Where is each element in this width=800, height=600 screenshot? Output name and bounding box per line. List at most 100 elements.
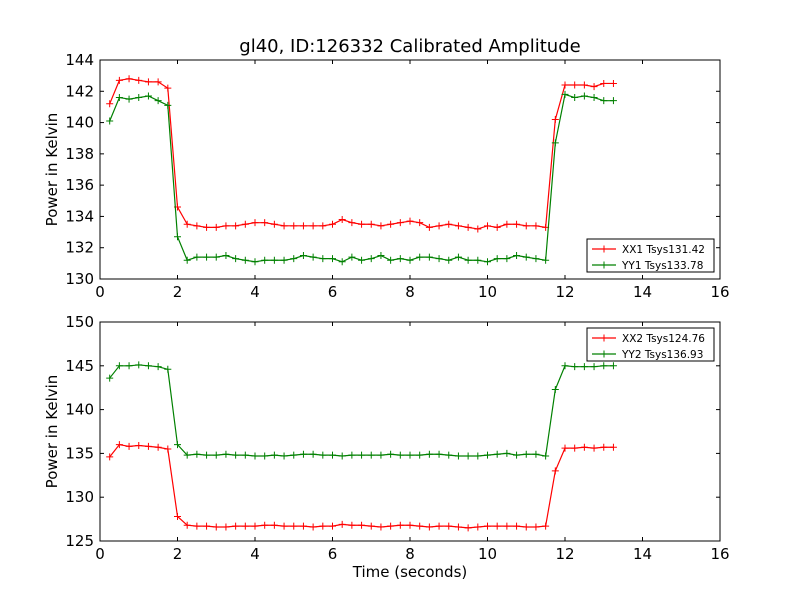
data-point <box>590 83 598 91</box>
data-point <box>348 521 356 529</box>
x-tick-label: 10 <box>478 545 497 563</box>
data-point <box>551 385 559 393</box>
data-point <box>174 512 181 520</box>
y-axis-label: Power in Kelvin <box>43 375 61 489</box>
data-point <box>377 523 385 531</box>
data-point <box>484 258 491 266</box>
data-point <box>299 450 307 458</box>
data-point <box>251 522 259 530</box>
data-point <box>513 220 521 228</box>
chart-title: gl40, ID:126332 Calibrated Amplitude <box>239 36 580 57</box>
data-point <box>348 219 356 227</box>
data-point <box>435 450 443 458</box>
data-point <box>474 523 482 531</box>
data-point <box>571 444 579 452</box>
data-point <box>125 362 133 370</box>
data-point <box>532 450 540 458</box>
data-point <box>183 256 191 264</box>
data-point <box>319 255 327 263</box>
data-point <box>590 94 598 102</box>
data-point <box>329 522 336 530</box>
data-point <box>464 256 472 264</box>
data-point <box>464 524 472 532</box>
legend-marker <box>600 334 608 342</box>
legend-label: XX2 Tsys124.76 <box>622 333 705 345</box>
data-point <box>222 450 230 458</box>
data-point <box>319 222 327 230</box>
data-point <box>290 255 298 263</box>
data-point <box>135 76 143 84</box>
data-point <box>106 374 114 382</box>
data-point <box>329 220 336 228</box>
data-point <box>241 522 249 530</box>
data-point <box>270 220 278 228</box>
data-point <box>406 217 414 225</box>
data-point <box>106 100 114 108</box>
data-point <box>203 522 211 530</box>
data-point <box>542 452 550 460</box>
data-point <box>290 522 298 530</box>
data-point <box>164 445 172 453</box>
data-point <box>309 450 317 458</box>
y-tick-label: 125 <box>65 532 94 550</box>
data-point <box>571 363 579 371</box>
data-point <box>367 220 375 228</box>
data-point <box>203 223 211 231</box>
y-tick-label: 140 <box>65 114 94 132</box>
data-point <box>425 223 433 231</box>
data-point <box>561 81 569 89</box>
data-point <box>115 94 123 102</box>
data-point <box>144 92 152 100</box>
data-point <box>125 95 133 103</box>
data-point <box>348 451 356 459</box>
x-tick-label: 10 <box>478 283 497 301</box>
data-point <box>571 81 579 89</box>
data-point <box>454 523 462 531</box>
x-tick-label: 14 <box>633 283 652 301</box>
data-point <box>503 255 511 263</box>
data-point <box>551 467 559 475</box>
x-tick-label: 16 <box>710 283 729 301</box>
data-point <box>193 253 201 261</box>
x-tick-label: 0 <box>95 283 105 301</box>
data-point <box>174 441 181 449</box>
data-point <box>493 223 501 231</box>
data-point <box>125 442 133 450</box>
data-point <box>183 451 191 459</box>
data-point <box>609 79 617 87</box>
data-point <box>241 220 249 228</box>
y-tick-label: 134 <box>65 207 94 225</box>
data-point <box>561 90 569 98</box>
data-point <box>600 79 608 87</box>
legend-marker <box>600 245 608 253</box>
data-point <box>106 117 114 125</box>
data-point <box>609 443 617 451</box>
y-tick-label: 135 <box>65 444 94 462</box>
data-point <box>435 255 443 263</box>
data-point <box>164 84 172 92</box>
data-point <box>387 220 395 228</box>
data-point <box>212 253 220 261</box>
y-tick-label: 138 <box>65 145 94 163</box>
data-point <box>261 256 269 264</box>
data-point <box>358 521 366 529</box>
data-point <box>474 452 482 460</box>
data-point <box>338 520 346 528</box>
data-point <box>183 521 191 529</box>
data-point <box>484 522 491 530</box>
data-point <box>387 450 395 458</box>
data-point <box>580 92 588 100</box>
data-point <box>425 253 433 261</box>
data-point <box>600 97 608 105</box>
data-point <box>513 451 521 459</box>
y-tick-label: 142 <box>65 82 94 100</box>
data-point <box>154 363 162 371</box>
data-point <box>474 225 482 233</box>
data-point <box>445 256 453 264</box>
data-point <box>212 451 220 459</box>
data-point <box>261 521 269 529</box>
data-point <box>106 453 114 461</box>
x-tick-label: 8 <box>405 283 415 301</box>
data-point <box>358 256 366 264</box>
